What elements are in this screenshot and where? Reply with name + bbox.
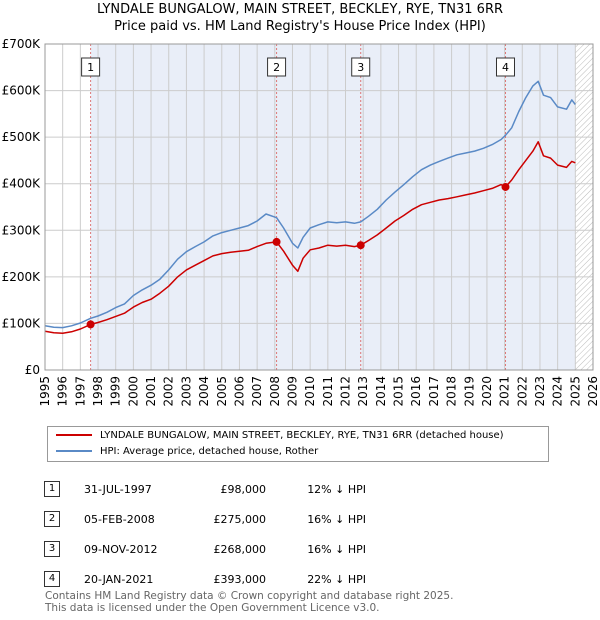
sale-date: 20-JAN-2021 bbox=[84, 572, 154, 586]
x-tick-label: 2014 bbox=[374, 376, 388, 407]
x-tick-label: 2003 bbox=[179, 376, 193, 407]
sale-point bbox=[272, 237, 281, 246]
x-tick-label: 2011 bbox=[321, 376, 335, 407]
hpi-line bbox=[44, 80, 576, 329]
y-tick-label: £300K bbox=[2, 223, 42, 237]
x-tick-label: 2026 bbox=[586, 376, 600, 407]
sale-hpi-diff: 22% ↓ HPI bbox=[307, 572, 366, 586]
sale-hpi-diff: 12% ↓ HPI bbox=[307, 482, 366, 496]
x-tick-label: 2013 bbox=[356, 376, 370, 407]
x-tick-label: 2002 bbox=[162, 376, 176, 407]
x-tick-label: 2023 bbox=[533, 376, 547, 407]
sale-marker-box bbox=[267, 57, 287, 77]
legend-item-hpi: HPI: Average price, detached house, Roth… bbox=[56, 445, 318, 459]
legend-label-hpi: HPI: Average price, detached house, Roth… bbox=[100, 446, 319, 457]
y-tick-label: £0 bbox=[25, 363, 40, 377]
sale-point bbox=[86, 320, 95, 329]
x-tick-label: 2016 bbox=[409, 376, 423, 407]
x-tick-label: 2025 bbox=[568, 376, 582, 407]
y-tick-label: £700K bbox=[2, 37, 42, 51]
x-tick-label: 2000 bbox=[126, 376, 140, 407]
y-tick-label: £100K bbox=[2, 316, 42, 330]
x-tick-label: 1999 bbox=[109, 376, 123, 407]
chart-legend: LYNDALE BUNGALOW, MAIN STREET, BECKLEY, … bbox=[47, 426, 549, 462]
sale-price: £268,000 bbox=[213, 542, 267, 556]
x-tick-label: 2009 bbox=[285, 376, 299, 407]
x-tick-label: 2019 bbox=[462, 376, 476, 407]
price-chart: 1 2 3 4 £0 £100K £200K £300K £400K £500K £600K £70… bbox=[2, 37, 600, 407]
x-tick-label: 1997 bbox=[73, 376, 87, 407]
sale-marker-box bbox=[81, 57, 101, 77]
x-tick-label: 2018 bbox=[445, 376, 459, 407]
sale-marker-label: 3 bbox=[357, 61, 364, 74]
sale-number-badge: 3 bbox=[44, 541, 60, 557]
sale-number-badge: 1 bbox=[44, 481, 60, 497]
y-tick-label: £500K bbox=[2, 130, 42, 144]
x-tick-label: 2012 bbox=[339, 376, 353, 407]
sale-date: 09-NOV-2012 bbox=[84, 542, 158, 556]
x-tick-label: 2008 bbox=[268, 376, 282, 407]
x-tick-label: 2022 bbox=[515, 376, 529, 407]
future-hatch bbox=[575, 44, 593, 370]
sale-marker-label: 1 bbox=[87, 61, 94, 74]
sale-hpi-diff: 16% ↓ HPI bbox=[307, 512, 366, 526]
sale-price: £393,000 bbox=[213, 572, 267, 586]
x-tick-label: 2021 bbox=[498, 376, 512, 407]
sale-hpi-diff: 16% ↓ HPI bbox=[307, 542, 366, 556]
legend-swatch-property bbox=[56, 434, 92, 436]
plot-border bbox=[44, 43, 594, 371]
sale-marker-box bbox=[495, 57, 515, 77]
table-row: 3 09-NOV-2012 £268,000 16% ↓ HPI bbox=[44, 534, 366, 564]
x-tick-label: 1998 bbox=[91, 376, 105, 407]
sale-number-badge: 4 bbox=[44, 571, 60, 587]
x-tick-label: 1996 bbox=[56, 376, 70, 407]
sale-price: £98,000 bbox=[220, 482, 267, 496]
x-tick-label: 2010 bbox=[303, 376, 317, 407]
sale-marker-label: 2 bbox=[273, 61, 280, 74]
sale-date: 31-JUL-1997 bbox=[84, 482, 152, 496]
footer-licence: This data is licensed under the Open Gov… bbox=[45, 602, 380, 614]
shaded-period bbox=[90, 44, 576, 370]
x-tick-label: 2004 bbox=[197, 376, 211, 407]
sale-point bbox=[356, 241, 365, 250]
legend-swatch-hpi bbox=[56, 450, 92, 452]
table-row: 4 20-JAN-2021 £393,000 22% ↓ HPI bbox=[44, 564, 366, 594]
sale-date: 05-FEB-2008 bbox=[84, 512, 155, 526]
chart-title-address: LYNDALE BUNGALOW, MAIN STREET, BECKLEY, … bbox=[96, 2, 504, 17]
sale-number-badge: 2 bbox=[44, 511, 60, 527]
x-tick-label: 2001 bbox=[144, 376, 158, 407]
x-tick-label: 2005 bbox=[215, 376, 229, 407]
table-row: 1 31-JUL-1997 £98,000 12% ↓ HPI bbox=[44, 474, 366, 504]
sale-price: £275,000 bbox=[213, 512, 267, 526]
x-tick-label: 2006 bbox=[232, 376, 246, 407]
x-tick-label: 2007 bbox=[250, 376, 264, 407]
chart-subtitle: Price paid vs. HM Land Registry's House … bbox=[114, 19, 486, 34]
sales-table: 1 31-JUL-1997 £98,000 12% ↓ HPI 2 05-FEB… bbox=[44, 474, 366, 594]
sale-marker-label: 4 bbox=[502, 61, 509, 74]
x-tick-label: 2017 bbox=[427, 376, 441, 407]
y-tick-label: £600K bbox=[2, 84, 42, 98]
x-tick-label: 2015 bbox=[392, 376, 406, 407]
legend-label-property: LYNDALE BUNGALOW, MAIN STREET, BECKLEY, … bbox=[100, 430, 504, 441]
y-tick-label: £200K bbox=[2, 270, 42, 284]
table-row: 2 05-FEB-2008 £275,000 16% ↓ HPI bbox=[44, 504, 366, 534]
x-tick-label: 2024 bbox=[551, 376, 565, 407]
x-tick-label: 2020 bbox=[480, 376, 494, 407]
x-tick-label: 1995 bbox=[38, 376, 52, 407]
sale-marker-box bbox=[351, 57, 371, 77]
sale-point bbox=[501, 182, 510, 191]
legend-item-property: LYNDALE BUNGALOW, MAIN STREET, BECKLEY, … bbox=[56, 429, 504, 443]
footer-copyright: Contains HM Land Registry data © Crown c… bbox=[45, 590, 454, 602]
y-tick-label: £400K bbox=[2, 177, 42, 191]
